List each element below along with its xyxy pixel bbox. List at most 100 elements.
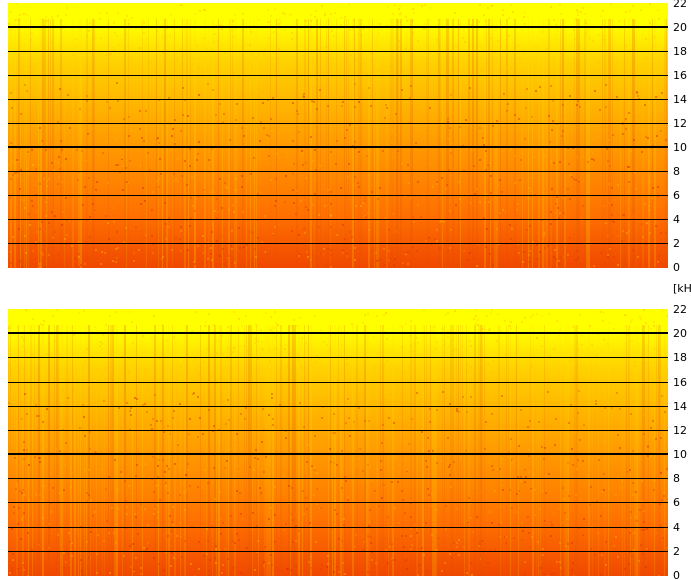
spectral-speckle	[101, 468, 103, 470]
spectral-speckle	[172, 506, 174, 508]
spectral-speckle	[354, 106, 356, 108]
spectral-speckle	[528, 449, 530, 451]
spectral-speckle	[367, 535, 369, 537]
spectral-speckle	[330, 249, 332, 251]
spectral-speckle	[12, 174, 14, 176]
spectral-speckle	[236, 533, 238, 535]
spectral-speckle	[491, 309, 493, 311]
spectral-speckle	[653, 348, 655, 350]
spectral-streak	[320, 18, 321, 268]
spectral-speckle	[305, 177, 307, 179]
spectral-streak	[154, 325, 156, 576]
spectral-speckle	[327, 189, 329, 191]
spectral-speckle	[449, 127, 451, 129]
spectral-speckle	[641, 480, 643, 482]
spectral-speckle	[542, 490, 544, 492]
spectral-speckle	[76, 149, 78, 151]
spectral-speckle	[172, 417, 174, 419]
spectral-speckle	[367, 388, 369, 390]
spectral-streak	[516, 325, 517, 576]
spectral-streak	[424, 325, 425, 576]
spectral-speckle	[110, 53, 112, 55]
spectral-streak	[74, 325, 76, 576]
spectral-speckle	[159, 55, 161, 57]
spectral-streak	[238, 325, 239, 576]
spectral-speckle	[417, 40, 419, 42]
spectral-streak	[428, 18, 429, 268]
spectral-speckle	[175, 387, 177, 389]
spectral-speckle	[662, 49, 664, 51]
spectral-speckle	[106, 12, 108, 14]
spectral-speckle	[458, 402, 460, 404]
spectral-speckle	[477, 319, 479, 321]
spectral-speckle	[387, 71, 389, 73]
spectral-streak	[586, 18, 588, 268]
spectral-speckle	[189, 485, 191, 487]
spectral-speckle	[204, 9, 206, 11]
spectral-speckle	[379, 187, 381, 189]
spectral-streak	[220, 325, 222, 576]
spectral-speckle	[475, 323, 477, 325]
spectral-speckle	[103, 540, 105, 542]
spectral-speckle	[603, 339, 605, 341]
spectral-speckle	[424, 387, 426, 389]
spectral-speckle	[243, 246, 245, 248]
spectral-streak	[654, 325, 655, 576]
spectral-streak	[664, 325, 665, 576]
spectral-speckle	[444, 133, 446, 135]
spectral-streak	[40, 18, 42, 268]
spectral-speckle	[84, 469, 86, 471]
spectral-speckle	[8, 23, 10, 25]
spectral-streak	[664, 18, 666, 268]
spectral-streak	[368, 325, 370, 576]
spectral-speckle	[433, 447, 435, 449]
spectral-speckle	[330, 214, 332, 216]
spectral-speckle	[559, 212, 561, 214]
spectral-speckle	[77, 442, 79, 444]
spectral-speckle	[577, 42, 579, 44]
spectral-speckle	[233, 311, 235, 313]
spectral-speckle	[361, 34, 363, 36]
spectral-speckle	[112, 260, 114, 262]
spectral-speckle	[18, 480, 20, 482]
spectral-speckle	[129, 311, 131, 313]
spectral-speckle	[377, 437, 379, 439]
spectral-speckle	[330, 254, 332, 256]
spectral-speckle	[35, 404, 37, 406]
spectral-streak	[26, 18, 27, 268]
spectral-speckle	[399, 14, 401, 16]
spectral-speckle	[411, 361, 413, 363]
spectral-speckle	[233, 110, 235, 112]
spectral-streak	[354, 18, 355, 268]
spectral-speckle	[660, 525, 662, 527]
spectral-speckle	[492, 125, 494, 127]
spectral-speckle	[522, 53, 524, 55]
spectral-speckle	[275, 430, 277, 432]
spectral-speckle	[8, 327, 10, 329]
spectral-speckle	[122, 147, 124, 149]
spectral-speckle	[335, 163, 337, 165]
spectral-speckle	[83, 416, 85, 418]
spectral-speckle	[354, 546, 356, 548]
spectral-speckle	[96, 572, 98, 574]
spectral-speckle	[561, 135, 563, 137]
spectral-streak	[24, 325, 25, 576]
spectral-speckle	[474, 367, 476, 369]
spectral-speckle	[440, 108, 442, 110]
spectral-speckle	[105, 442, 107, 444]
spectral-speckle	[67, 219, 69, 221]
spectral-speckle	[426, 466, 428, 468]
spectral-speckle	[207, 540, 209, 542]
spectral-speckle	[641, 223, 643, 225]
spectral-speckle	[151, 209, 153, 211]
spectral-speckle	[23, 13, 25, 15]
spectral-speckle	[164, 55, 166, 57]
spectral-speckle	[661, 92, 663, 94]
spectral-speckle	[255, 338, 257, 340]
spectral-speckle	[162, 459, 164, 461]
spectral-speckle	[173, 173, 175, 175]
spectral-speckle	[619, 487, 621, 489]
spectral-speckle	[443, 344, 445, 346]
spectral-speckle	[19, 260, 21, 262]
spectral-speckle	[480, 57, 482, 59]
